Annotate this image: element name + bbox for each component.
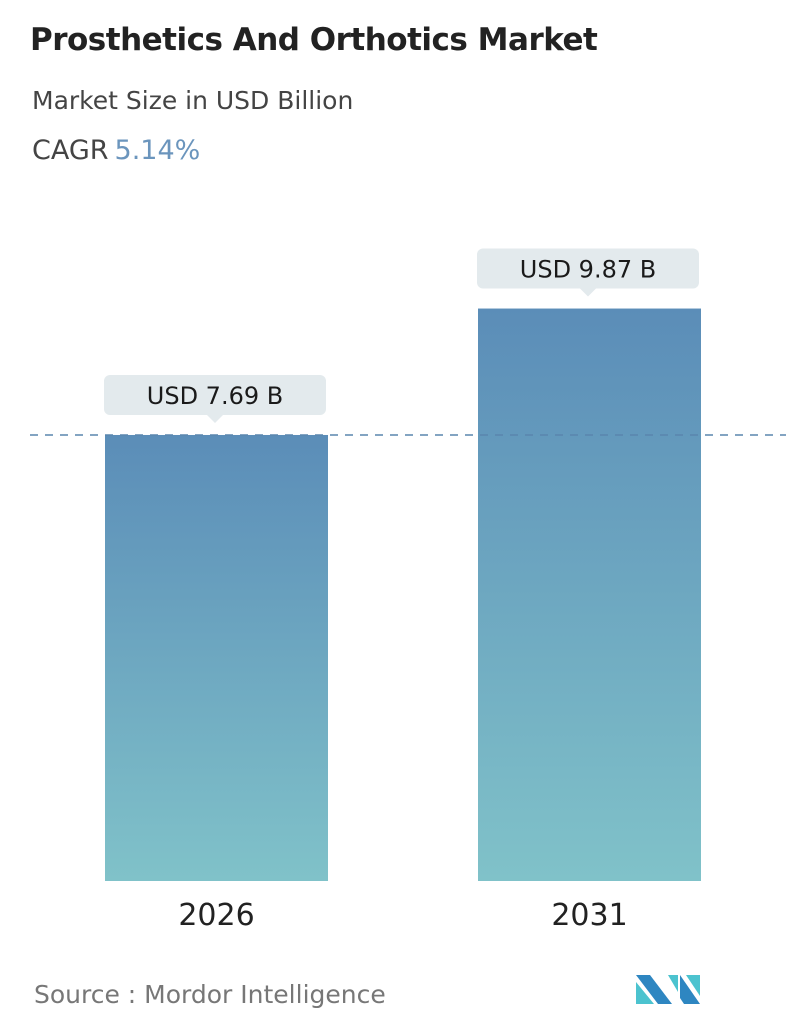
mordor-logo	[636, 975, 700, 1004]
x-tick-label: 2031	[551, 898, 627, 933]
data-label-pointer	[207, 414, 223, 423]
chart-subtitle: Market Size in USD Billion	[32, 86, 354, 115]
cagr-label: CAGR	[32, 135, 109, 166]
x-tick-label: 2026	[178, 898, 254, 933]
bar-2031	[478, 308, 701, 881]
data-label-bg	[104, 374, 326, 415]
data-label: USD 7.69 B	[147, 382, 283, 410]
cagr-value: 5.14%	[114, 135, 201, 166]
data-label-bg	[477, 248, 699, 289]
cagr: CAGR 5.14%	[32, 135, 200, 166]
bar-chart: USD 7.69 B 2026 USD 9.87 B 2031	[30, 248, 786, 933]
data-label-pointer	[580, 288, 596, 297]
chart-title: Prosthetics And Orthotics Market	[30, 22, 598, 58]
data-label: USD 9.87 B	[520, 256, 656, 284]
source-text: Source : Mordor Intelligence	[34, 980, 386, 1009]
bar-2026	[105, 434, 328, 881]
